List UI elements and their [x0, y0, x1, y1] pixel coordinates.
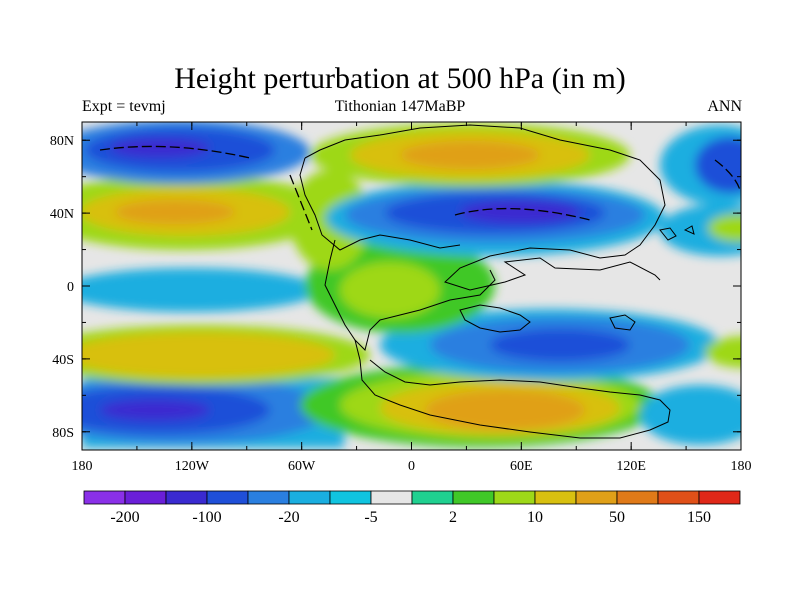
field-patch — [695, 137, 741, 193]
field-patch — [460, 200, 580, 224]
colorbar-box — [329, 490, 372, 505]
island-outline — [609, 314, 636, 331]
colorbar-box — [411, 490, 454, 505]
colorbar-box — [247, 490, 290, 505]
axis-ticks — [81, 122, 742, 450]
period-label: Tithonian 147MaBP — [334, 98, 466, 115]
field-patch — [708, 214, 741, 242]
field-patch — [115, 200, 235, 224]
colorbar-box — [657, 490, 700, 505]
colorbar-label: 150 — [687, 509, 711, 526]
y-tick-label: 80N — [50, 134, 74, 149]
island-outline — [659, 227, 677, 241]
contour-line — [714, 159, 741, 191]
map-title: Height perturbation at 500 hPa (in m) — [174, 62, 626, 95]
colorbar-box — [493, 490, 536, 505]
equatorial-landmass-outline — [324, 239, 496, 351]
colorbar-label: 50 — [609, 509, 625, 526]
colorbar-box — [206, 490, 249, 505]
contour-line — [289, 174, 313, 231]
northern-landmass-outline — [304, 124, 666, 291]
x-axis-labels: 180 120W 60W 0 60E 120E 180 — [72, 459, 752, 474]
colorbar-label: 10 — [527, 509, 543, 526]
colorbar-label: -20 — [278, 509, 299, 526]
y-tick-label: 80S — [52, 426, 74, 441]
colorbar-box — [616, 490, 659, 505]
colorbar-label: -5 — [364, 509, 377, 526]
contour-line — [454, 207, 591, 221]
field-patch — [110, 138, 210, 158]
experiment-label: Expt = tevmj — [82, 98, 166, 115]
island-outline — [683, 225, 695, 235]
negative-contour-lines — [99, 145, 741, 231]
y-tick-label: 40S — [52, 353, 74, 368]
island-outline — [459, 304, 531, 333]
field-patch — [100, 399, 210, 421]
y-axis-labels: 80N 40N 0 40S 80S — [50, 134, 74, 441]
colorbar-box — [698, 490, 741, 505]
colorbar — [83, 490, 741, 505]
field-patch — [705, 336, 741, 368]
colorbar-box — [370, 490, 413, 505]
western-landmass-outline — [299, 157, 461, 251]
field-patch — [82, 332, 335, 378]
x-tick-label: 60E — [510, 459, 533, 474]
field-patch — [400, 141, 540, 169]
southern-landmass-outline — [354, 339, 671, 439]
field-patch — [490, 329, 630, 361]
field-patch — [425, 390, 585, 430]
x-tick-label: 180 — [731, 459, 752, 474]
colorbar-labels: -200 -100 -20 -5 2 10 50 150 — [110, 509, 711, 526]
field-patch — [340, 262, 440, 318]
colorbar-box — [83, 490, 126, 505]
colorbar-label: -200 — [110, 509, 139, 526]
continent-outlines — [299, 124, 695, 439]
x-tick-label: 60W — [288, 459, 316, 474]
colorbar-label: -100 — [192, 509, 221, 526]
season-label: ANN — [707, 98, 742, 115]
colorbar-box — [575, 490, 618, 505]
height-perturbation-field — [82, 122, 741, 450]
x-tick-label: 120W — [175, 459, 210, 474]
colorbar-box — [124, 490, 167, 505]
colorbar-label: 2 — [449, 509, 457, 526]
y-tick-label: 40N — [50, 207, 74, 222]
field-patch — [640, 385, 741, 445]
field-patch — [82, 268, 320, 312]
x-tick-label: 120E — [616, 459, 646, 474]
colorbar-box — [165, 490, 208, 505]
y-tick-label: 0 — [67, 280, 74, 295]
colorbar-box — [288, 490, 331, 505]
x-tick-label: 0 — [408, 459, 415, 474]
x-tick-label: 180 — [72, 459, 93, 474]
colorbar-box — [452, 490, 495, 505]
colorbar-box — [534, 490, 577, 505]
contour-line — [99, 145, 251, 159]
